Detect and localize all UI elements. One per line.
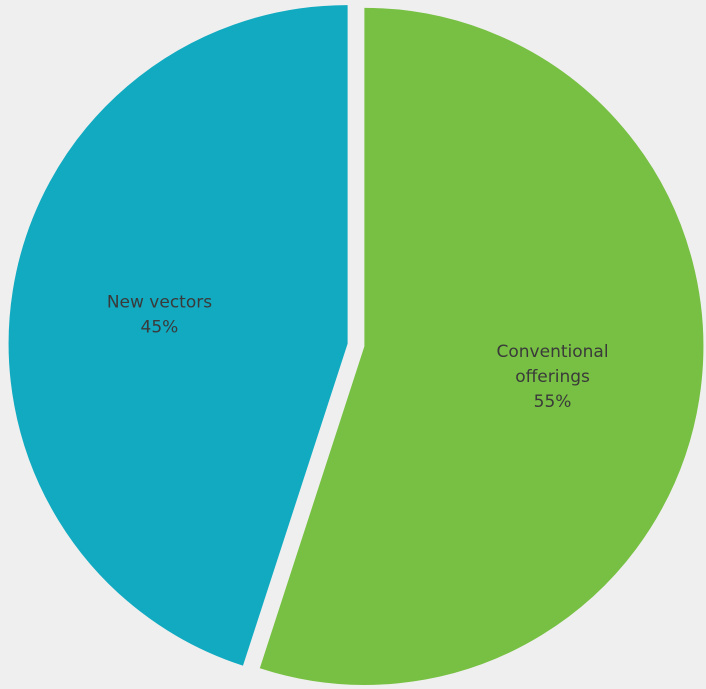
pie-value-label: 55%: [534, 392, 572, 412]
pie-category-label: offerings: [515, 367, 590, 387]
pie-category-label: New vectors: [107, 292, 212, 312]
pie-value-label: 45%: [141, 317, 179, 337]
pie-labels: Conventional offerings 55% New vectors 45%: [107, 292, 609, 412]
pie-slices: [8, 5, 704, 685]
pie-category-label: Conventional: [497, 342, 609, 362]
pie-slice-new-vectors: [8, 5, 348, 666]
pie-label-conventional-offerings: Conventional offerings 55%: [497, 342, 609, 412]
pie-slice-conventional-offerings: [259, 7, 704, 685]
pie-label-new-vectors: New vectors 45%: [107, 292, 212, 337]
